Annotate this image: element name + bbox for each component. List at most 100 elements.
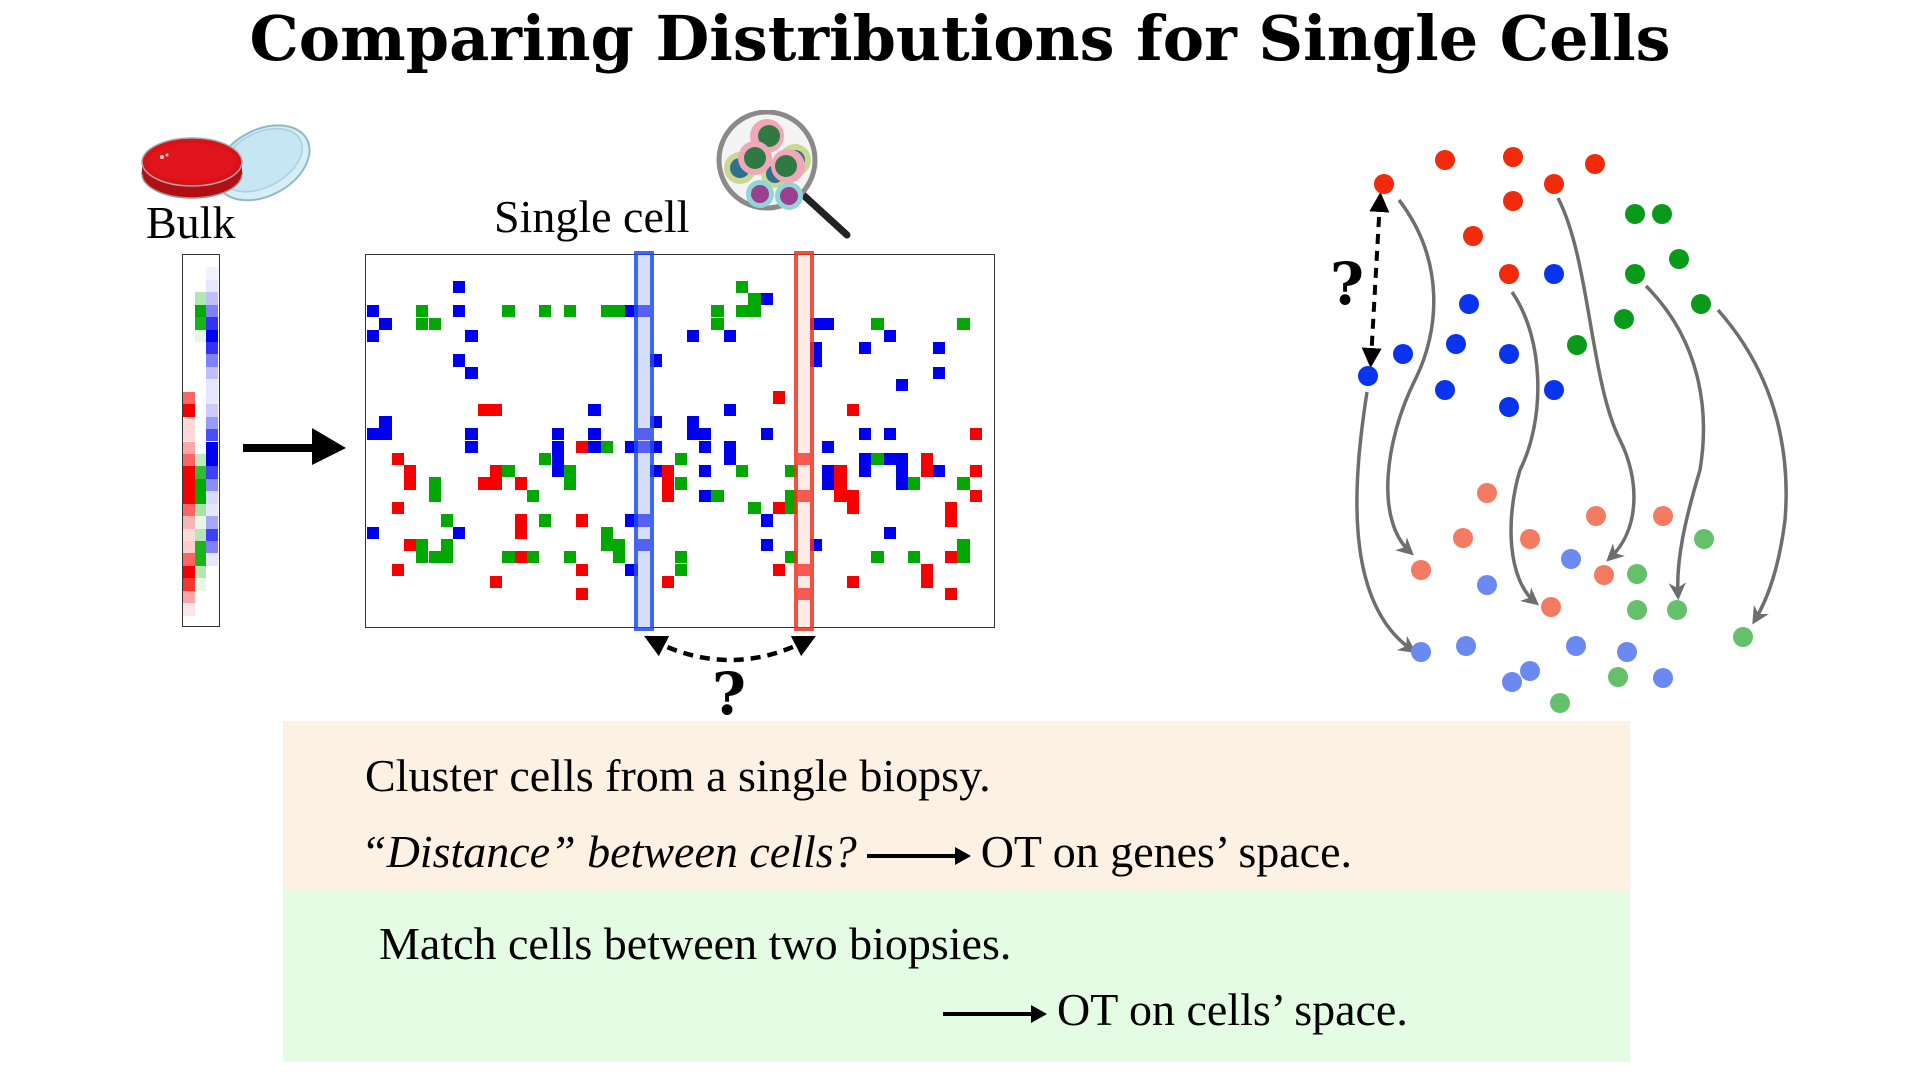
matrix-cell [822, 317, 835, 330]
matrix-cell [662, 575, 675, 589]
target-point-red [1594, 565, 1614, 585]
source-point-red [1503, 147, 1523, 167]
bulk-cell-blue [206, 329, 219, 343]
bulk-cell-green [194, 578, 207, 591]
source-point-green [1669, 249, 1689, 269]
matrix-cell [576, 563, 589, 576]
matrix-cell [711, 489, 724, 502]
matrix-cell [367, 526, 380, 539]
matrix-cell [403, 477, 417, 490]
matrix-cell [428, 489, 441, 502]
bulk-cell-red [183, 516, 195, 529]
bulk-cell-red [183, 478, 195, 492]
matrix-cell [367, 305, 380, 318]
matrix-cell [526, 489, 540, 502]
bulk-cell-green [194, 292, 207, 305]
transport-curve [1644, 284, 1706, 601]
matrix-cell [576, 588, 589, 601]
target-point-blue [1653, 668, 1673, 688]
cells-space-box: Match cells between two biopsies. OT on … [283, 891, 1630, 1062]
matrix-cell [588, 428, 601, 441]
bulk-cell-red [183, 453, 195, 467]
source-point-red [1374, 174, 1394, 194]
matrix-cell [945, 514, 958, 527]
matrix-cell [957, 477, 970, 490]
matrix-cell [846, 575, 859, 589]
genes-box-answer: OT on genes’ space. [980, 826, 1352, 877]
matrix-cell [748, 502, 761, 515]
matrix-cell [379, 428, 392, 441]
matrix-cell [600, 526, 613, 539]
bulk-cell-blue [206, 553, 219, 566]
matrix-cell [957, 551, 970, 564]
bulk-cell-blue [206, 379, 219, 392]
bulk-cell-blue [206, 342, 219, 355]
transport-curves [1355, 197, 1788, 654]
matrix-cell [576, 440, 589, 453]
matrix-cell [736, 280, 749, 293]
source-point-blue [1544, 380, 1564, 400]
target-point-blue [1502, 672, 1522, 692]
matrix-cell [895, 379, 909, 392]
source-point-green [1625, 204, 1645, 224]
target-point-blue [1520, 661, 1540, 681]
matrix-cell [391, 563, 404, 576]
matrix-cell [662, 477, 675, 490]
bulk-expression-column [182, 254, 220, 627]
source-point-blue [1544, 264, 1564, 284]
matrix-cell [563, 477, 577, 490]
target-point-green [1733, 627, 1753, 647]
bulk-cell-green [194, 553, 207, 566]
matrix-cell [416, 305, 429, 318]
target-point-green [1627, 600, 1647, 620]
matrix-cell [945, 551, 958, 564]
matrix-cell [871, 452, 884, 466]
bulk-cell-blue [206, 528, 219, 541]
matrix-cell [428, 317, 441, 330]
matrix-cell [957, 538, 970, 552]
matrix-cell [600, 538, 613, 552]
matrix-cell [391, 502, 404, 515]
single-cell-matrix [365, 251, 995, 631]
matrix-cell [711, 317, 724, 330]
matrix-cell [428, 477, 441, 490]
matrix-cell [871, 551, 884, 564]
matrix-cell [514, 477, 527, 490]
bulk-cell-green [194, 466, 207, 479]
matrix-cell [502, 305, 515, 318]
matrix-cell [686, 415, 700, 429]
matrix-cell [613, 551, 626, 564]
highlighted-cell-column-red[interactable] [793, 251, 814, 631]
matrix-cell [736, 305, 749, 318]
source-points [1358, 147, 1711, 417]
source-point-green [1652, 204, 1672, 224]
source-point-green [1614, 309, 1634, 329]
source-point-green [1567, 335, 1587, 355]
matrix-cell [490, 575, 503, 589]
source-point-green [1625, 264, 1645, 284]
matrix-cell [859, 428, 872, 441]
bulk-cell-green [194, 329, 207, 343]
matrix-cell [699, 489, 712, 502]
matrix-cell [957, 317, 970, 330]
matrix-cell [723, 403, 736, 416]
matrix-cell [699, 465, 712, 478]
matrix-cell [822, 465, 835, 478]
single-cell-label: Single cell [494, 191, 690, 242]
target-point-red [1453, 528, 1473, 548]
matrix-cell [465, 366, 478, 379]
matrix-cell [490, 477, 503, 490]
bulk-cell-red [183, 441, 195, 454]
highlighted-cell-column-blue[interactable] [633, 251, 654, 631]
genes-box-line1: Cluster cells from a single biopsy. [365, 750, 991, 801]
matrix-cell [846, 489, 859, 502]
matrix-cell [539, 514, 552, 527]
matrix-cell [403, 538, 417, 552]
matrix-cell [539, 452, 552, 466]
matrix-cell [403, 465, 417, 478]
source-point-green [1691, 294, 1711, 314]
matrix-cell [895, 452, 909, 466]
matrix-cell [674, 563, 687, 576]
target-point-green [1694, 529, 1714, 549]
bulk-cell-blue [206, 453, 219, 467]
